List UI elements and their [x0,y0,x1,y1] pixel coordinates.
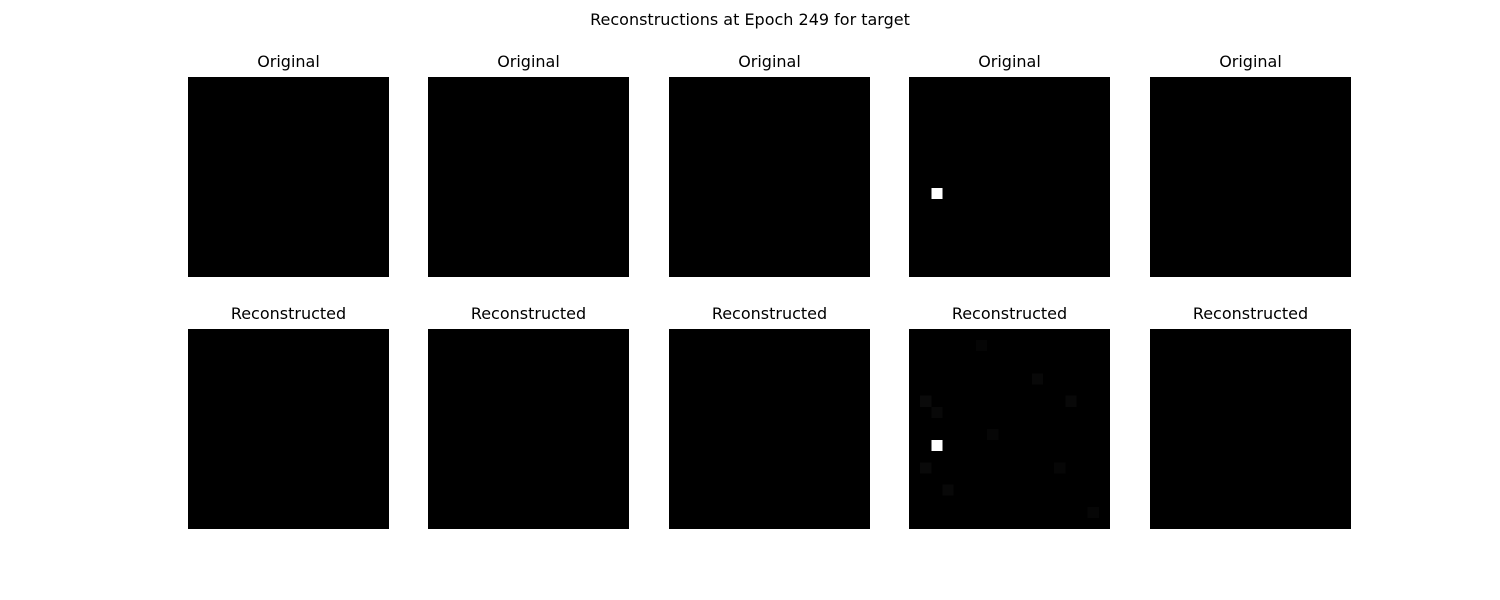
image-reconstructed-5 [1150,329,1351,529]
panel-title-reconstructed-4: Reconstructed [951,304,1068,323]
image-reconstructed-2 [428,329,629,529]
panel-title-reconstructed-5: Reconstructed [1192,304,1309,323]
image-original-2 [428,77,629,277]
panel-title-original-3: Original [738,52,801,71]
image-original-1 [188,77,389,277]
image-reconstructed-4 [909,329,1110,529]
panel-title-original-1: Original [257,52,320,71]
panel-title-original-5: Original [1219,52,1282,71]
image-reconstructed-3 [669,329,870,529]
image-original-5 [1150,77,1351,277]
image-reconstructed-1 [188,329,389,529]
panel-title-reconstructed-3: Reconstructed [711,304,828,323]
panel-title-original-2: Original [497,52,560,71]
image-original-4 [909,77,1110,277]
image-original-3 [669,77,870,277]
panel-title-reconstructed-2: Reconstructed [470,304,587,323]
figure-title: Reconstructions at Epoch 249 for target [590,10,910,29]
panel-title-reconstructed-1: Reconstructed [230,304,347,323]
panel-title-original-4: Original [978,52,1041,71]
